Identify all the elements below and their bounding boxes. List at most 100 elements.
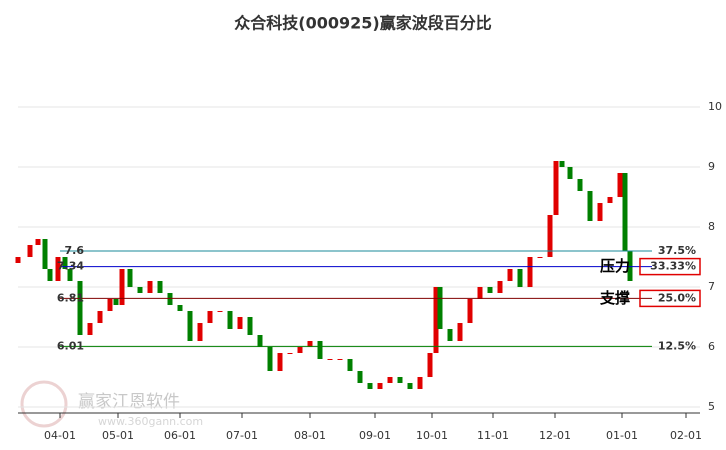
candle-body — [67, 269, 73, 281]
y-tick-label: 7 — [708, 280, 715, 293]
candle-body — [107, 299, 113, 311]
candle-body — [487, 287, 493, 293]
candle-body — [147, 281, 153, 293]
x-tick-label: 09-01 — [359, 429, 391, 442]
candle-body — [517, 269, 523, 287]
level-highlight — [639, 257, 701, 276]
x-tick-label: 08-01 — [294, 429, 326, 442]
x-tick-label: 11-01 — [477, 429, 509, 442]
candle-body — [407, 383, 413, 389]
candle-body — [417, 377, 423, 389]
candle-body — [237, 317, 243, 329]
candle-body — [227, 311, 233, 329]
candle-body — [337, 359, 343, 360]
candle-body — [55, 257, 61, 281]
candle-body — [567, 167, 573, 179]
candle-body — [42, 239, 48, 269]
watermark-logo — [20, 380, 68, 428]
candle-body — [597, 203, 603, 221]
candle-body — [617, 173, 623, 197]
candle-body — [377, 383, 383, 389]
x-tick-label: 04-01 — [44, 429, 76, 442]
level-value: 6.01 — [57, 339, 84, 352]
candle-body — [137, 287, 143, 293]
candle-body — [559, 161, 565, 167]
x-tick-label: 02-01 — [670, 429, 702, 442]
candle-body — [387, 377, 393, 383]
candle-body — [607, 197, 613, 203]
candle-body — [207, 311, 213, 323]
y-tick-label: 10 — [708, 100, 722, 113]
candle-body — [307, 341, 313, 347]
candle-body — [553, 161, 559, 215]
candle-body — [347, 359, 353, 371]
x-tick-label: 01-01 — [606, 429, 638, 442]
watermark: 赢家江恩软件 www.360gann.com — [20, 380, 203, 428]
candle-body — [62, 257, 68, 269]
candle-body — [467, 299, 473, 323]
candle-body — [527, 257, 533, 287]
level-note: 压力 — [600, 257, 630, 275]
watermark-text: 赢家江恩软件 — [78, 392, 180, 412]
y-tick-label: 8 — [708, 220, 715, 233]
candle-body — [537, 257, 543, 258]
level-label: 33.33% — [650, 260, 696, 273]
candle-body — [627, 251, 633, 281]
candle-body — [27, 245, 33, 257]
candle-body — [47, 269, 53, 281]
candle-body — [497, 281, 503, 293]
candle-body — [277, 353, 283, 371]
candle-body — [587, 191, 593, 221]
candle-body — [217, 311, 223, 312]
y-tick-label: 9 — [708, 160, 715, 173]
level-highlight — [639, 289, 701, 308]
candle-body — [157, 281, 163, 293]
candle-body — [267, 347, 273, 371]
candle-body — [477, 287, 483, 299]
candle-body — [433, 287, 439, 353]
watermark-url: www.360gann.com — [98, 415, 203, 428]
y-tick-label: 6 — [708, 340, 715, 353]
candle-body — [437, 287, 443, 329]
level-label: 25.0% — [658, 291, 696, 304]
x-tick-label: 07-01 — [226, 429, 258, 442]
candle-body — [507, 269, 513, 281]
level-label: 12.5% — [658, 339, 696, 352]
candle-body — [457, 323, 463, 341]
level-note: 支撑 — [599, 289, 630, 307]
candle-body — [327, 359, 333, 360]
candle-body — [35, 239, 41, 245]
candle-body — [287, 353, 293, 354]
level-label: 37.5% — [658, 244, 696, 257]
candle-body — [97, 311, 103, 323]
candle-body — [297, 347, 303, 353]
candle-body — [77, 281, 83, 335]
level-value: 7.34 — [57, 260, 84, 273]
chart-title: 众合科技(000925)赢家波段百分比 — [234, 14, 491, 33]
level-value: 6.81 — [57, 291, 84, 304]
candle-body — [119, 269, 125, 305]
candle-body — [15, 257, 21, 263]
candle-body — [577, 179, 583, 191]
candle-body — [87, 323, 93, 335]
candle-body — [167, 293, 173, 305]
candle-body — [427, 353, 433, 377]
level-value: 7.6 — [65, 244, 85, 257]
candle-body — [113, 299, 119, 305]
candle-body — [187, 311, 193, 341]
candle-body — [127, 269, 133, 287]
candle-body — [197, 323, 203, 341]
x-tick-label: 10-01 — [416, 429, 448, 442]
candle-body — [547, 215, 553, 257]
x-tick-label: 06-01 — [164, 429, 196, 442]
candle-body — [357, 371, 363, 383]
candle-body — [177, 305, 183, 311]
candle-body — [397, 377, 403, 383]
candle-body — [367, 383, 373, 389]
x-tick-label: 12-01 — [539, 429, 571, 442]
x-tick-label: 05-01 — [102, 429, 134, 442]
candle-body — [317, 341, 323, 359]
candle-body — [622, 173, 628, 251]
candle-body — [247, 317, 253, 335]
